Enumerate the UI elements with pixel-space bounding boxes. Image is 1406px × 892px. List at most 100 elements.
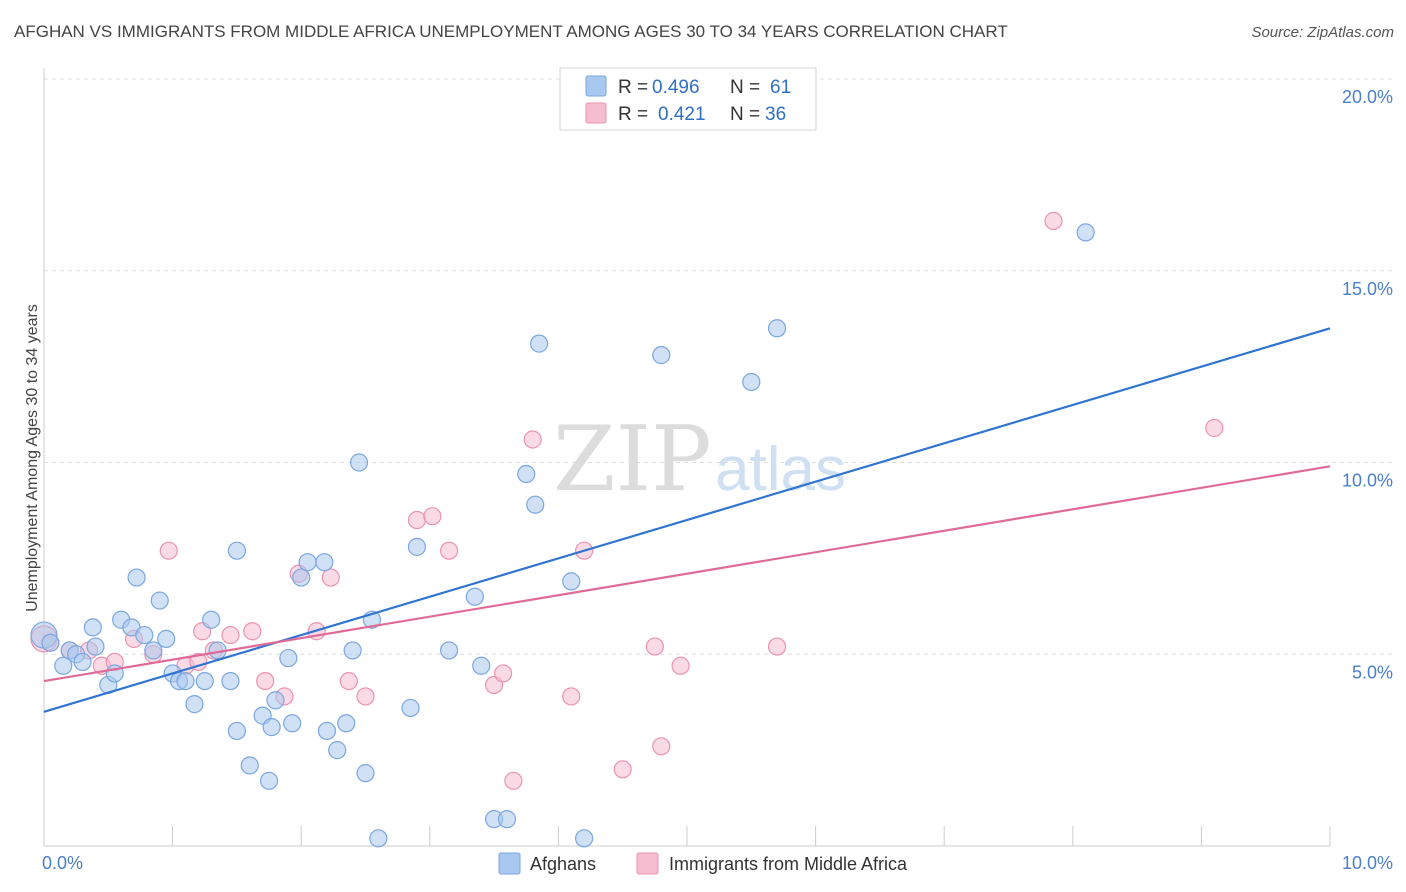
point-afghans-58 bbox=[742, 372, 761, 392]
point-afghans-15 bbox=[150, 591, 169, 610]
y-axis-label: Unemployment Among Ages 30 to 34 years bbox=[24, 304, 41, 612]
point-afghans-54 bbox=[530, 334, 549, 353]
point-afghans-32 bbox=[279, 648, 298, 668]
point-immigrants-24 bbox=[439, 541, 459, 560]
correlation-legend: R = 0.496 N = 61 R = 0.421 N = 36 bbox=[559, 67, 817, 131]
point-afghans-40 bbox=[343, 641, 362, 660]
legend-swatch-afghans bbox=[585, 75, 607, 97]
legend-n-label-afghans: N = bbox=[730, 77, 760, 98]
point-afghans-30 bbox=[262, 718, 281, 737]
point-immigrants-31 bbox=[613, 760, 632, 779]
x-tick-label-1: 10.0% bbox=[1342, 853, 1393, 873]
point-afghans-24 bbox=[221, 671, 240, 691]
point-immigrants-29 bbox=[562, 687, 581, 706]
point-immigrants-14 bbox=[243, 622, 262, 641]
point-afghans-14 bbox=[144, 641, 163, 660]
axes bbox=[43, 68, 1331, 847]
point-afghans-60 bbox=[1076, 223, 1095, 242]
point-immigrants-35 bbox=[767, 637, 787, 656]
x-tick-label-0: 0.0% bbox=[42, 853, 83, 873]
point-afghans-21 bbox=[195, 671, 214, 691]
legend-r-label-afghans: R = bbox=[618, 77, 648, 98]
trend-line-afghans bbox=[43, 327, 1331, 713]
legend-swatch-immigrants bbox=[585, 102, 607, 124]
point-immigrants-8 bbox=[159, 541, 178, 560]
point-afghans-36 bbox=[315, 553, 334, 572]
y-tick-label-0: 5.0% bbox=[1352, 662, 1393, 682]
point-afghans-51 bbox=[497, 810, 517, 829]
legend-label-immigrants: Immigrants from Middle Africa bbox=[669, 854, 908, 874]
point-afghans-20 bbox=[185, 695, 204, 714]
point-afghans-26 bbox=[227, 541, 246, 560]
legend-r-value-afghans: 0.496 bbox=[652, 77, 700, 98]
point-immigrants-13 bbox=[221, 625, 240, 645]
point-immigrants-20 bbox=[339, 671, 358, 691]
legend-swatch-immigrants-bottom bbox=[636, 852, 659, 875]
point-afghans-31 bbox=[266, 691, 285, 710]
point-afghans-7 bbox=[83, 618, 102, 637]
point-afghans-16 bbox=[157, 629, 176, 649]
point-immigrants-37 bbox=[1205, 418, 1224, 438]
watermark-atlas: atlas bbox=[715, 435, 846, 504]
point-afghans-47 bbox=[439, 641, 459, 660]
watermark: ZIP atlas bbox=[553, 407, 846, 512]
point-afghans-25 bbox=[227, 721, 246, 741]
point-immigrants-27 bbox=[504, 771, 523, 790]
point-afghans-39 bbox=[337, 714, 356, 733]
point-afghans-56 bbox=[575, 829, 594, 848]
point-immigrants-15 bbox=[256, 671, 275, 691]
point-afghans-55 bbox=[562, 572, 581, 591]
point-afghans-42 bbox=[356, 764, 375, 783]
y-tick-label-2: 15.0% bbox=[1342, 279, 1393, 299]
point-immigrants-21 bbox=[356, 687, 375, 706]
tick-labels: 5.0% 10.0% 15.0% 20.0% 0.0% 10.0% bbox=[42, 87, 1393, 873]
series-legend: Afghans Immigrants from Middle Africa bbox=[498, 852, 908, 875]
point-afghans-12 bbox=[127, 568, 146, 587]
point-afghans-27 bbox=[240, 756, 259, 775]
legend-n-value-afghans: 61 bbox=[770, 77, 791, 98]
point-afghans-46 bbox=[407, 537, 427, 556]
legend-r-label-immigrants: R = bbox=[618, 104, 648, 125]
point-immigrants-34 bbox=[671, 656, 690, 675]
point-afghans-34 bbox=[292, 568, 311, 587]
legend-r-value-immigrants: 0.421 bbox=[658, 104, 706, 125]
point-afghans-2 bbox=[54, 656, 73, 675]
legend-n-value-immigrants: 36 bbox=[765, 104, 786, 125]
point-afghans-1 bbox=[41, 633, 60, 652]
point-immigrants-22 bbox=[407, 510, 427, 530]
source-label: Source: ZipAtlas.com bbox=[1251, 24, 1394, 41]
y-tick-label-1: 10.0% bbox=[1342, 471, 1393, 491]
legend-swatch-afghans-bottom bbox=[498, 852, 521, 875]
point-immigrants-36 bbox=[1044, 211, 1063, 230]
point-immigrants-19 bbox=[321, 568, 340, 587]
point-afghans-22 bbox=[202, 610, 221, 629]
point-afghans-33 bbox=[283, 714, 302, 733]
point-afghans-41 bbox=[349, 453, 369, 472]
trend-lines bbox=[43, 327, 1331, 713]
point-afghans-6 bbox=[86, 637, 105, 656]
point-afghans-5 bbox=[73, 652, 92, 672]
point-afghans-19 bbox=[176, 671, 195, 691]
trend-line-immigrants bbox=[43, 465, 1331, 683]
chart-title: AFGHAN VS IMMIGRANTS FROM MIDDLE AFRICA … bbox=[14, 22, 1008, 41]
point-afghans-13 bbox=[135, 625, 154, 645]
watermark-zip: ZIP bbox=[553, 407, 712, 512]
point-afghans-52 bbox=[517, 464, 536, 484]
legend-label-afghans: Afghans bbox=[530, 854, 596, 874]
point-immigrants-26 bbox=[494, 664, 513, 683]
point-afghans-53 bbox=[526, 495, 545, 514]
point-afghans-38 bbox=[328, 741, 347, 760]
point-afghans-29 bbox=[259, 771, 279, 790]
point-afghans-35 bbox=[298, 553, 317, 572]
point-immigrants-33 bbox=[652, 737, 671, 756]
point-afghans-44 bbox=[369, 829, 388, 848]
point-afghans-48 bbox=[465, 587, 484, 606]
series-afghans-points bbox=[30, 223, 1095, 848]
point-immigrants-28 bbox=[523, 430, 542, 449]
point-afghans-45 bbox=[401, 698, 420, 718]
legend-n-label-immigrants: N = bbox=[730, 104, 760, 125]
point-afghans-49 bbox=[472, 656, 491, 675]
y-tick-label-3: 20.0% bbox=[1342, 87, 1393, 107]
point-afghans-57 bbox=[652, 346, 671, 365]
